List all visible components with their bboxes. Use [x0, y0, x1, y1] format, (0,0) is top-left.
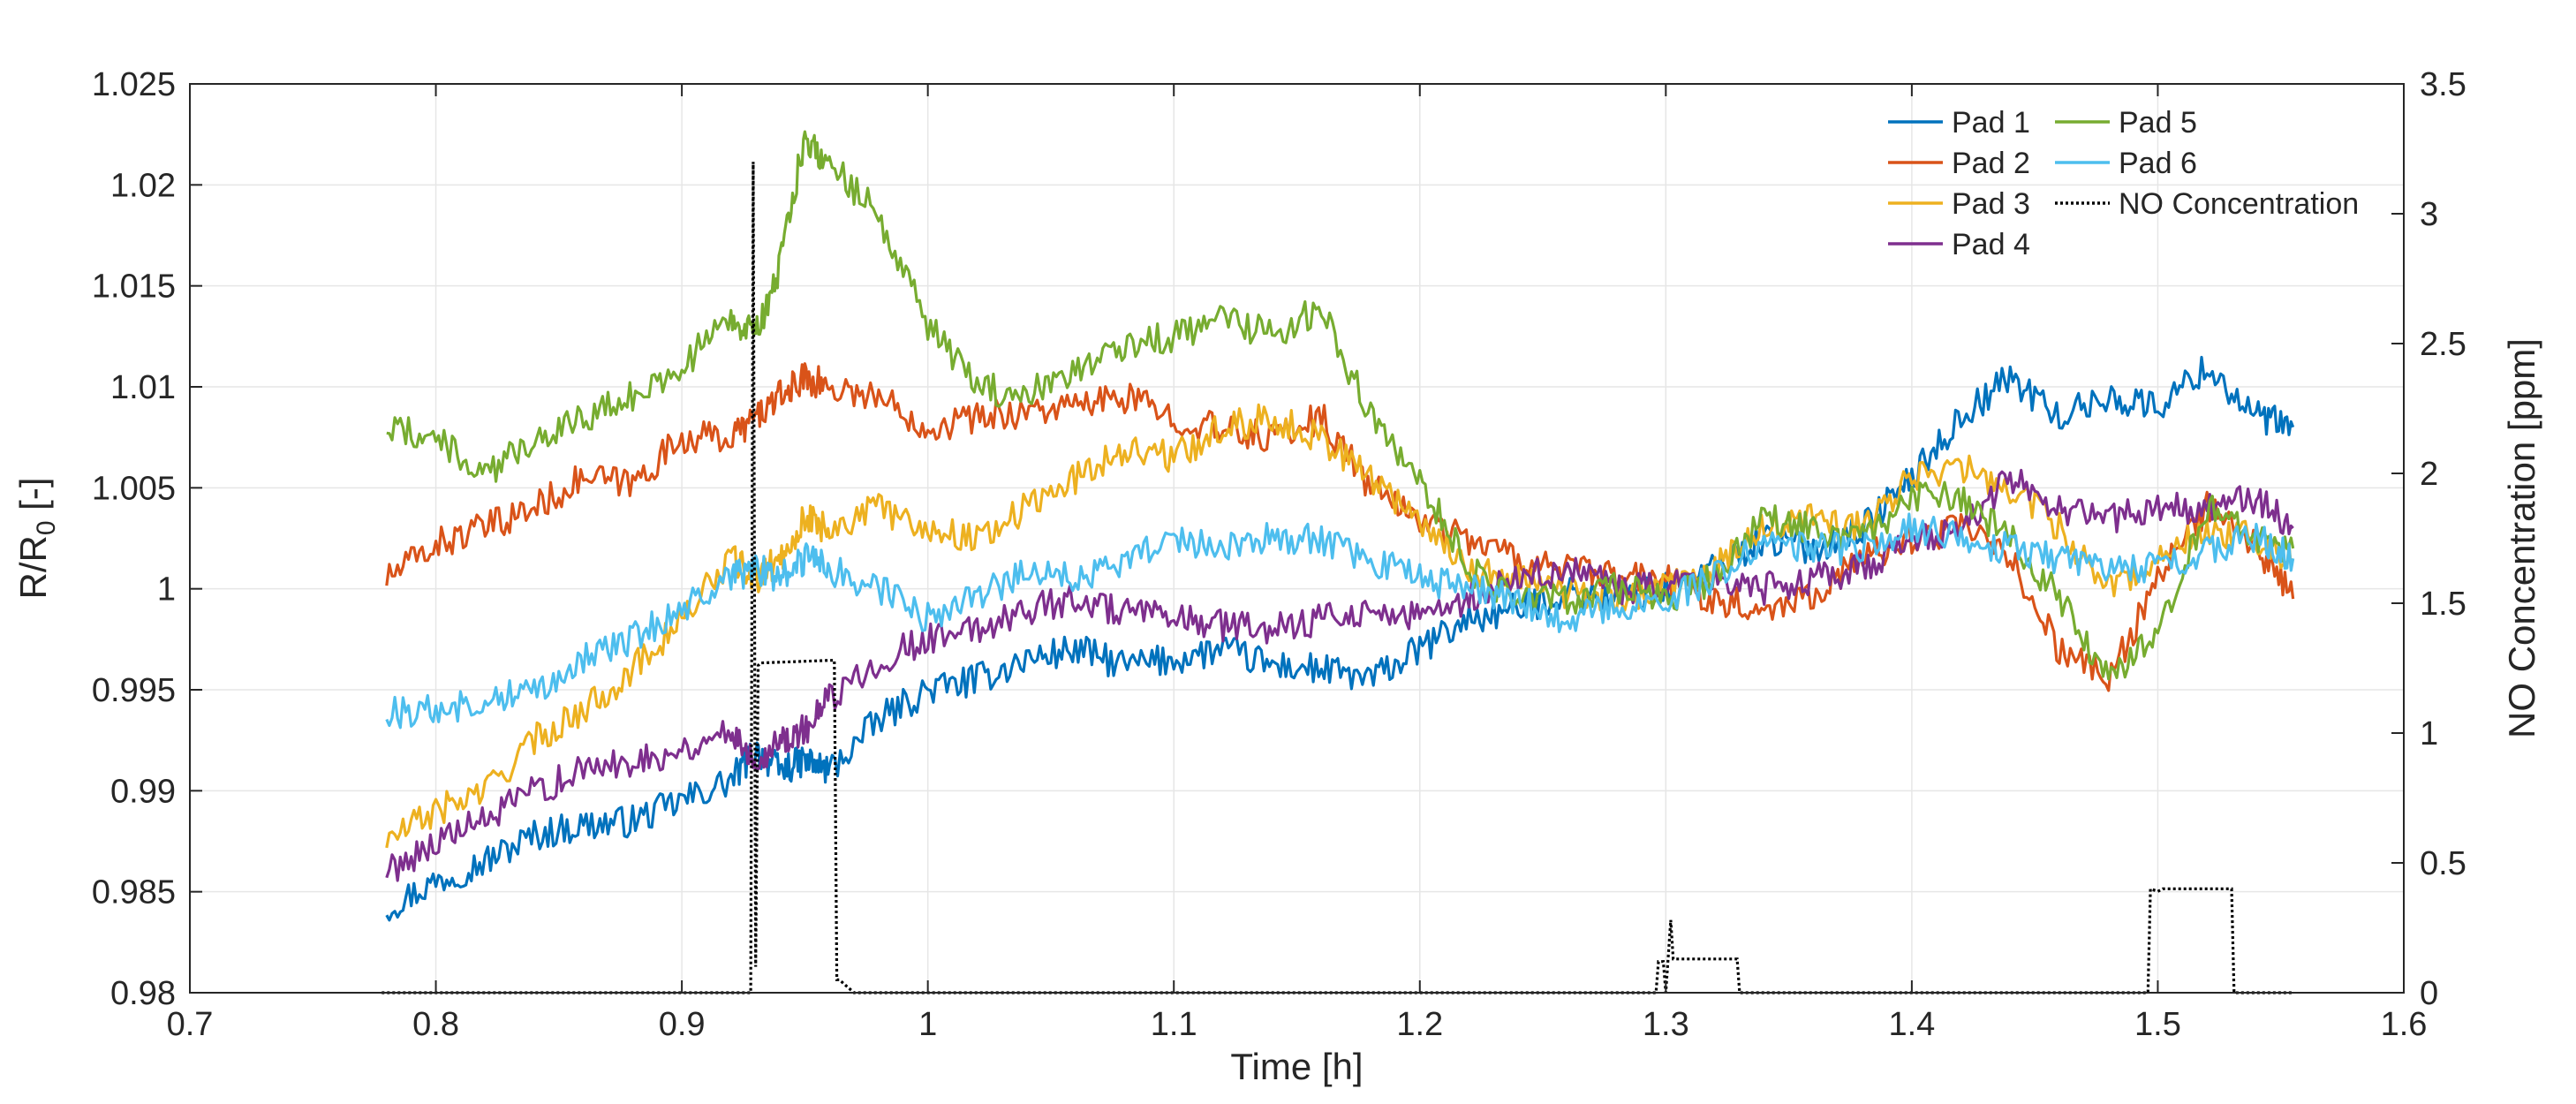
tick-labels: 0.7 0.8 0.9 1 1.1 1.2 1.3 1.4 1.5 1.6 0.98 0.985 0.9…: [92, 66, 2466, 1043]
y-axis-title: R/R0 [-]: [12, 477, 61, 599]
x-tick-label: 1.6: [2381, 1006, 2428, 1043]
x-tick-label: 0.9: [659, 1006, 706, 1043]
y-tick-label: 1.005: [92, 470, 176, 507]
x-tick-label: 1.4: [1888, 1006, 1935, 1043]
series-line-pad-1: [385, 355, 2295, 922]
y-tick-label: 1.01: [110, 369, 176, 406]
x-tick-label: 1.2: [1396, 1006, 1443, 1043]
x-tick-label: 0.8: [412, 1006, 459, 1043]
legend-label: Pad 1: [1952, 106, 2030, 140]
legend: Pad 1 Pad 2 Pad 3 Pad 4 Pad 5 Pad 6 NO Concent…: [1888, 106, 2359, 261]
x-tick-label: 1.1: [1151, 1006, 1197, 1043]
y-tick-label: 1.02: [110, 167, 176, 204]
y-tick-label: 0.99: [110, 773, 176, 810]
series-line-pad-6: [385, 512, 2295, 730]
legend-label: Pad 6: [2119, 147, 2197, 180]
y-axis-title-tail: [-]: [12, 477, 54, 520]
x-tick-label: 1.3: [1643, 1006, 1689, 1043]
y2-tick-label: 1: [2420, 715, 2438, 752]
x-tick-label: 0.7: [167, 1006, 214, 1043]
y-axis-title-subscript: 0: [32, 520, 61, 535]
y2-tick-label: 1.5: [2420, 586, 2466, 623]
y2-tick-label: 0: [2420, 975, 2438, 1012]
series-layer: [381, 130, 2295, 994]
y2-tick-label: 3.5: [2420, 66, 2466, 103]
legend-label: Pad 2: [1952, 147, 2030, 180]
plot-frame: [189, 83, 2405, 994]
y2-axis-title: NO Concentration [ppm]: [2501, 338, 2542, 738]
y-tick-label: 1.025: [92, 66, 176, 103]
axes: [189, 83, 2405, 994]
series-line-pad-4: [385, 468, 2294, 882]
series-line-no-concentration: [381, 162, 2293, 994]
y-tick-label: 0.98: [110, 975, 176, 1012]
y2-tick-label: 2.5: [2420, 326, 2466, 363]
x-tick-label: 1: [918, 1006, 937, 1043]
x-tick-label: 1.5: [2134, 1006, 2181, 1043]
y2-tick-label: 0.5: [2420, 845, 2466, 882]
y2-tick-label: 3: [2420, 196, 2438, 233]
y-tick-label: 1: [157, 571, 176, 609]
legend-label: Pad 3: [1952, 187, 2030, 221]
y-tick-label: 0.985: [92, 874, 176, 911]
x-axis-title: Time [h]: [1230, 1046, 1363, 1087]
series-line-pad-5: [386, 130, 2295, 681]
y2-tick-label: 2: [2420, 456, 2438, 493]
legend-label: Pad 5: [2119, 106, 2197, 140]
y-tick-label: 1.015: [92, 268, 176, 306]
y-axis-title-main: R/R: [12, 535, 54, 599]
legend-label: Pad 4: [1952, 228, 2030, 261]
y-tick-label: 0.995: [92, 672, 176, 709]
legend-label: NO Concentration: [2119, 187, 2359, 221]
